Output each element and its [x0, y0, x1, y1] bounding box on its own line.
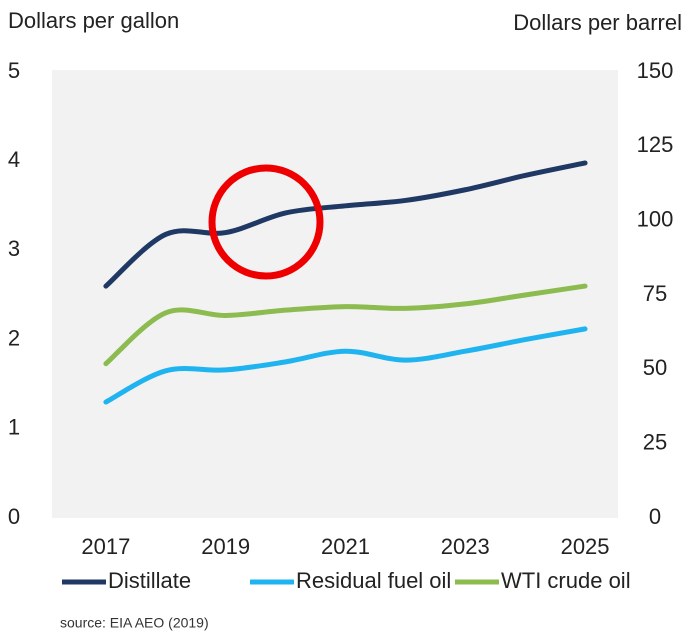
y2-tick-label: 0 — [649, 504, 661, 529]
y-tick-label: 3 — [8, 236, 20, 261]
y2-tick-label: 125 — [637, 132, 674, 157]
legend-label: Distillate — [108, 568, 191, 593]
source: source: EIA AEO (2019) — [60, 615, 209, 631]
y-tick-label: 4 — [8, 147, 20, 172]
x-tick-label: 2021 — [321, 534, 370, 559]
y2-axis-title: Dollars per barrel — [513, 10, 682, 35]
series-line — [103, 283, 588, 367]
y-tick-label: 1 — [8, 415, 20, 440]
x-tick-label: 2025 — [561, 534, 610, 559]
series-line — [103, 160, 588, 289]
y2-tick-label: 100 — [637, 206, 674, 231]
legend-label: WTI crude oil — [501, 568, 631, 593]
legend-label: Residual fuel oil — [296, 568, 451, 593]
highlight-circle — [208, 164, 324, 280]
y2-tick-label: 150 — [637, 58, 674, 83]
y2-tick-label: 75 — [643, 281, 667, 306]
y-axis-title: Dollars per gallon — [8, 8, 179, 33]
y2-tick-label: 25 — [643, 429, 667, 454]
x-tick-label: 2023 — [441, 534, 490, 559]
y-tick-label: 5 — [8, 58, 20, 83]
series-line — [103, 326, 588, 405]
y-tick-label: 0 — [8, 504, 20, 529]
y2-tick-label: 50 — [643, 355, 667, 380]
y-tick-label: 2 — [8, 325, 20, 350]
x-tick-label: 2019 — [201, 534, 250, 559]
x-tick-label: 2017 — [81, 534, 130, 559]
